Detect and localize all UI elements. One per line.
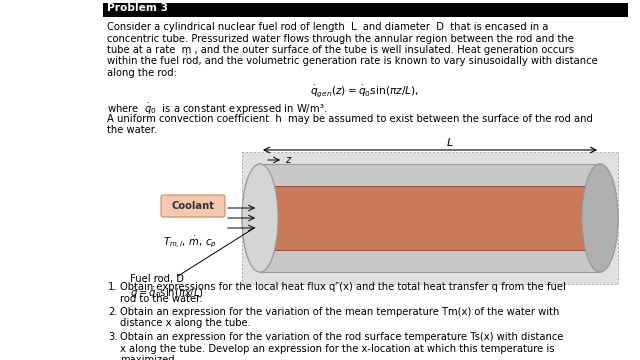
Text: Obtain an expression for the variation of the mean temperature Tm(x) of the wate: Obtain an expression for the variation o…: [120, 307, 559, 317]
Ellipse shape: [582, 164, 618, 272]
Text: Problem 3: Problem 3: [107, 3, 168, 13]
Ellipse shape: [582, 164, 618, 272]
Ellipse shape: [244, 186, 275, 251]
Text: where  $\dot{q}_0$  is a constant expressed in W/m³.: where $\dot{q}_0$ is a constant expresse…: [107, 102, 327, 117]
Bar: [260, 164, 600, 272]
Text: Fuel rod, D: Fuel rod, D: [130, 274, 184, 284]
Text: $z$: $z$: [285, 155, 292, 165]
Text: the water.: the water.: [107, 125, 157, 135]
FancyBboxPatch shape: [161, 195, 225, 217]
Ellipse shape: [242, 164, 278, 272]
Text: $L$: $L$: [446, 136, 454, 148]
Text: maximized.: maximized.: [120, 355, 178, 360]
Text: 1.: 1.: [108, 282, 118, 292]
Ellipse shape: [242, 164, 278, 272]
Text: 3.: 3.: [108, 332, 118, 342]
Text: Obtain expressions for the local heat flux q″(x) and the total heat transfer q f: Obtain expressions for the local heat fl…: [120, 282, 566, 292]
Text: concentric tube. Pressurized water flows through the annular region between the : concentric tube. Pressurized water flows…: [107, 33, 574, 44]
Text: $\dot{q}_{gen}(z) = \dot{q}_0 \sin(\pi z/L),$: $\dot{q}_{gen}(z) = \dot{q}_0 \sin(\pi z…: [310, 84, 420, 99]
Text: tube at a rate  ṃ , and the outer surface of the tube is well insulated. Heat ge: tube at a rate ṃ , and the outer surface…: [107, 45, 574, 55]
Text: along the rod:: along the rod:: [107, 68, 177, 78]
Text: within the fuel rod, and the volumetric generation rate is known to vary sinusoi: within the fuel rod, and the volumetric …: [107, 57, 598, 67]
Text: Consider a cylindrical nuclear fuel rod of length  L  and diameter  D  that is e: Consider a cylindrical nuclear fuel rod …: [107, 22, 548, 32]
Text: $\dot{q} = \dot{q}_0 \sin(\pi x/L)$: $\dot{q} = \dot{q}_0 \sin(\pi x/L)$: [130, 286, 204, 301]
Text: $T_{m,i},\, \dot{m},\, c_p$: $T_{m,i},\, \dot{m},\, c_p$: [163, 234, 216, 249]
Bar: [260, 186, 600, 251]
Bar: [103, 3, 628, 17]
Text: Coolant: Coolant: [172, 201, 214, 211]
Text: Obtain an expression for the variation of the rod surface temperature Ts(x) with: Obtain an expression for the variation o…: [120, 332, 563, 342]
Text: rod to the water.: rod to the water.: [120, 293, 203, 303]
Text: A uniform convection coefficient  h  may be assumed to exist between the surface: A uniform convection coefficient h may b…: [107, 113, 593, 123]
Ellipse shape: [585, 186, 615, 251]
Text: x along the tube. Develop an expression for the x-location at which this tempera: x along the tube. Develop an expression …: [120, 343, 554, 354]
Text: distance x along the tube.: distance x along the tube.: [120, 319, 251, 328]
Text: 2.: 2.: [108, 307, 118, 317]
Bar: [242, 152, 618, 284]
